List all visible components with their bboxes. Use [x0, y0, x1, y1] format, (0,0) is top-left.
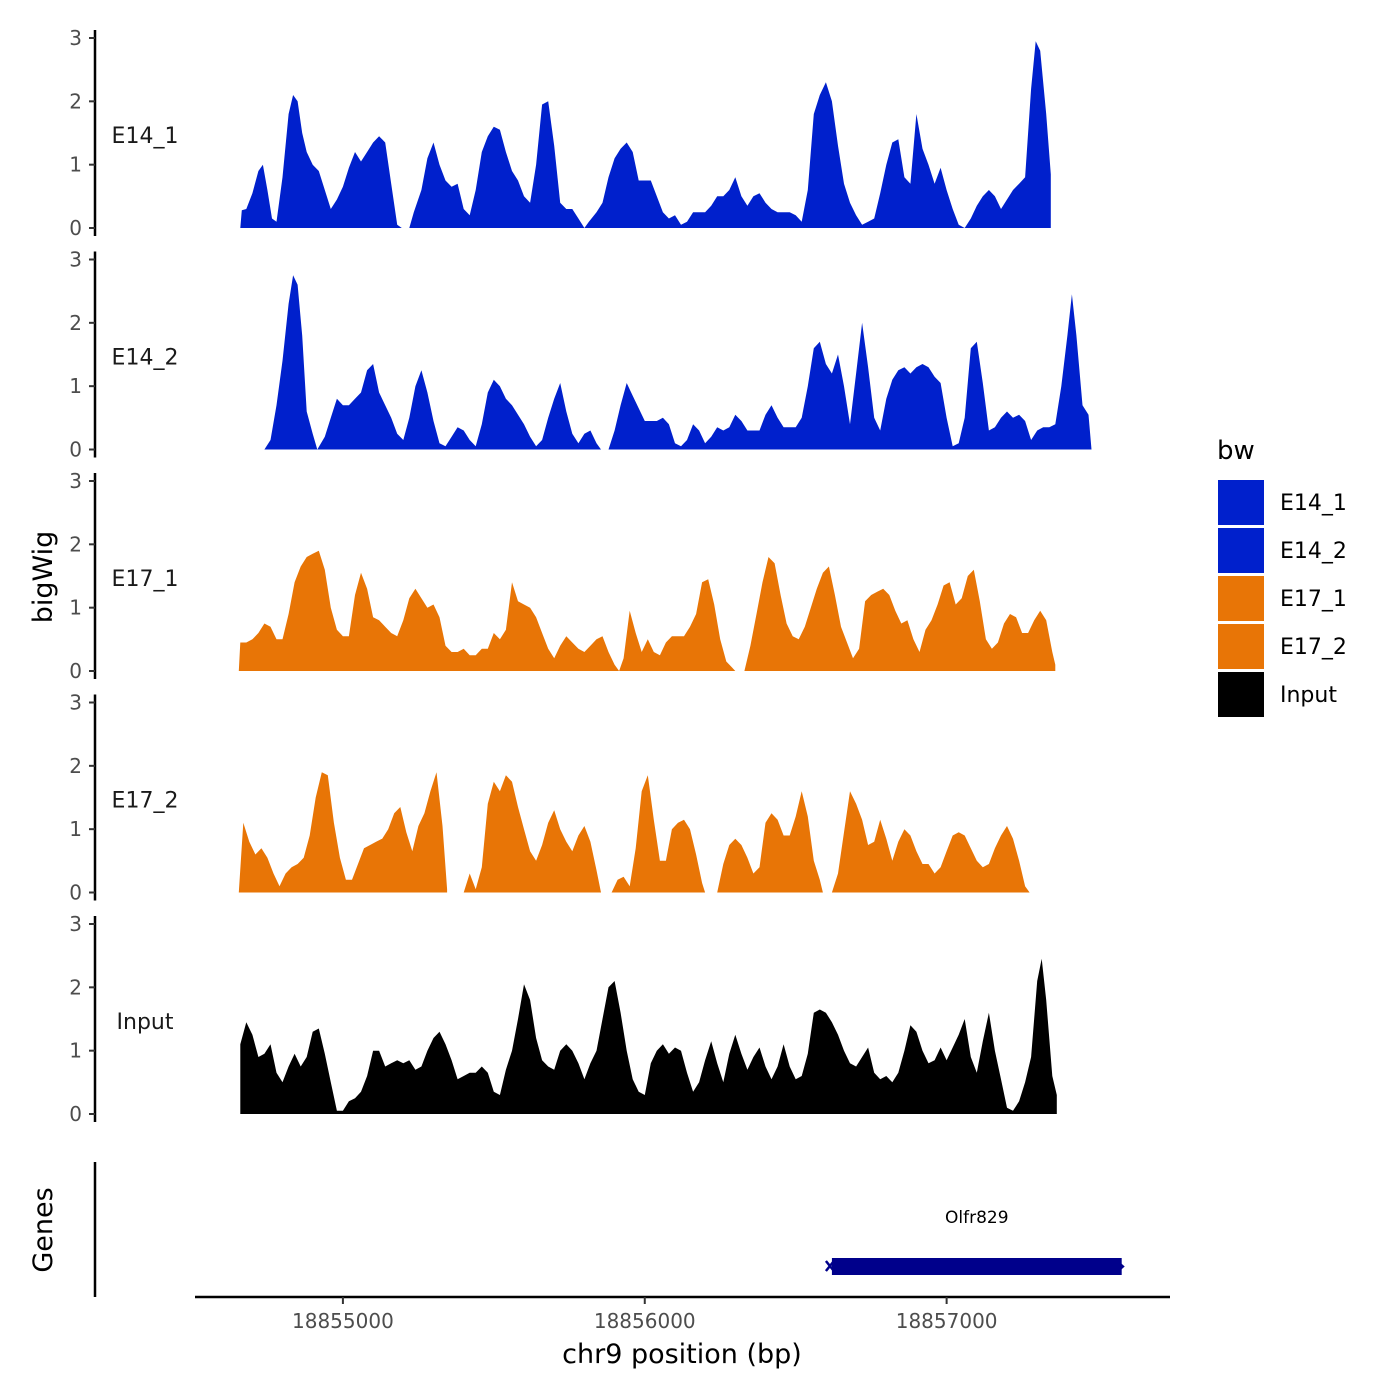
legend-item-E17_1: E17_1 [1218, 576, 1347, 621]
signal-area-E14_2 [264, 275, 1092, 450]
y-tick-label: 2 [69, 89, 82, 113]
legend: bw E14_1 E14_2 E17_1 E17_2 Input [1217, 436, 1347, 717]
y-tick-label: 2 [69, 975, 82, 999]
legend-swatch [1218, 480, 1264, 525]
legend-label: E17_2 [1280, 635, 1347, 660]
track-panel-E14_2: 0 1 2 3 E14_2 [69, 248, 1092, 462]
signal-area-E17_2 [238, 772, 1030, 893]
gene-end-marker [1119, 1262, 1125, 1271]
y-tick-label: 3 [69, 691, 82, 715]
legend-swatch [1218, 672, 1264, 717]
legend-item-E14_2: E14_2 [1218, 528, 1347, 573]
genes-track-title: Genes [28, 1187, 59, 1272]
track-panel-E17_1: 0 1 2 3 E17_1 [69, 469, 1056, 683]
gene-body [831, 1258, 1122, 1275]
track-label-E14_2: E14_2 [112, 346, 179, 371]
legend-item-E14_1: E14_1 [1218, 480, 1347, 525]
signal-tracks: 0 1 2 3 E14_1 0 1 2 3 E14_2 0 1 2 3 E17_1 0 1 2 3 E17_2 0 1 2 3… [69, 26, 1092, 1126]
x-tick-label: 18855000 [292, 1309, 394, 1333]
legend-item-E17_2: E17_2 [1218, 624, 1347, 669]
legend-label: E17_1 [1280, 587, 1347, 612]
y-tick-label: 3 [69, 248, 82, 272]
x-axis: 18855000 18856000 18857000 [195, 1295, 1170, 1333]
x-tick-label: 18856000 [594, 1309, 696, 1333]
track-label-E17_2: E17_2 [112, 789, 179, 814]
genes-track: Genes Olfr829 [28, 1162, 1125, 1297]
legend-title: bw [1217, 436, 1255, 466]
legend-label: Input [1280, 683, 1337, 708]
y-tick-label: 3 [69, 912, 82, 936]
y-tick-label: 0 [69, 881, 82, 905]
legend-swatch [1218, 576, 1264, 621]
y-tick-label: 2 [69, 532, 82, 556]
x-tick-label: 18857000 [896, 1309, 998, 1333]
gene-start-marker [824, 1260, 835, 1272]
legend-swatch [1218, 624, 1264, 669]
y-tick-label: 1 [69, 153, 82, 177]
signal-area-E17_1 [238, 550, 1056, 671]
legend-swatch [1218, 528, 1264, 573]
gene-Olfr829: Olfr829 [824, 1208, 1125, 1275]
y-axis-title: bigWig [28, 531, 59, 624]
y-tick-label: 2 [69, 754, 82, 778]
y-tick-label: 3 [69, 26, 82, 50]
y-tick-label: 1 [69, 596, 82, 620]
track-label-Input: Input [117, 1010, 174, 1035]
y-tick-label: 1 [69, 374, 82, 398]
legend-item-Input: Input [1218, 672, 1337, 717]
y-tick-label: 0 [69, 438, 82, 462]
y-tick-label: 3 [69, 469, 82, 493]
x-axis-title: chr9 position (bp) [562, 1339, 802, 1370]
y-tick-label: 0 [69, 659, 82, 683]
track-panel-E17_2: 0 1 2 3 E17_2 [69, 691, 1030, 905]
y-tick-label: 1 [69, 1039, 82, 1063]
y-tick-label: 0 [69, 1102, 82, 1126]
y-tick-label: 1 [69, 817, 82, 841]
gene-label: Olfr829 [945, 1208, 1009, 1228]
track-label-E14_1: E14_1 [112, 124, 179, 149]
track-panel-Input: 0 1 2 3 Input [69, 912, 1057, 1126]
signal-area-Input [240, 958, 1057, 1114]
track-label-E17_1: E17_1 [112, 567, 179, 592]
signal-area-E14_1 [240, 41, 1051, 229]
y-tick-label: 2 [69, 311, 82, 335]
legend-label: E14_2 [1280, 539, 1347, 564]
y-tick-label: 0 [69, 216, 82, 240]
track-panel-E14_1: 0 1 2 3 E14_1 [69, 26, 1051, 240]
legend-label: E14_1 [1280, 491, 1347, 516]
